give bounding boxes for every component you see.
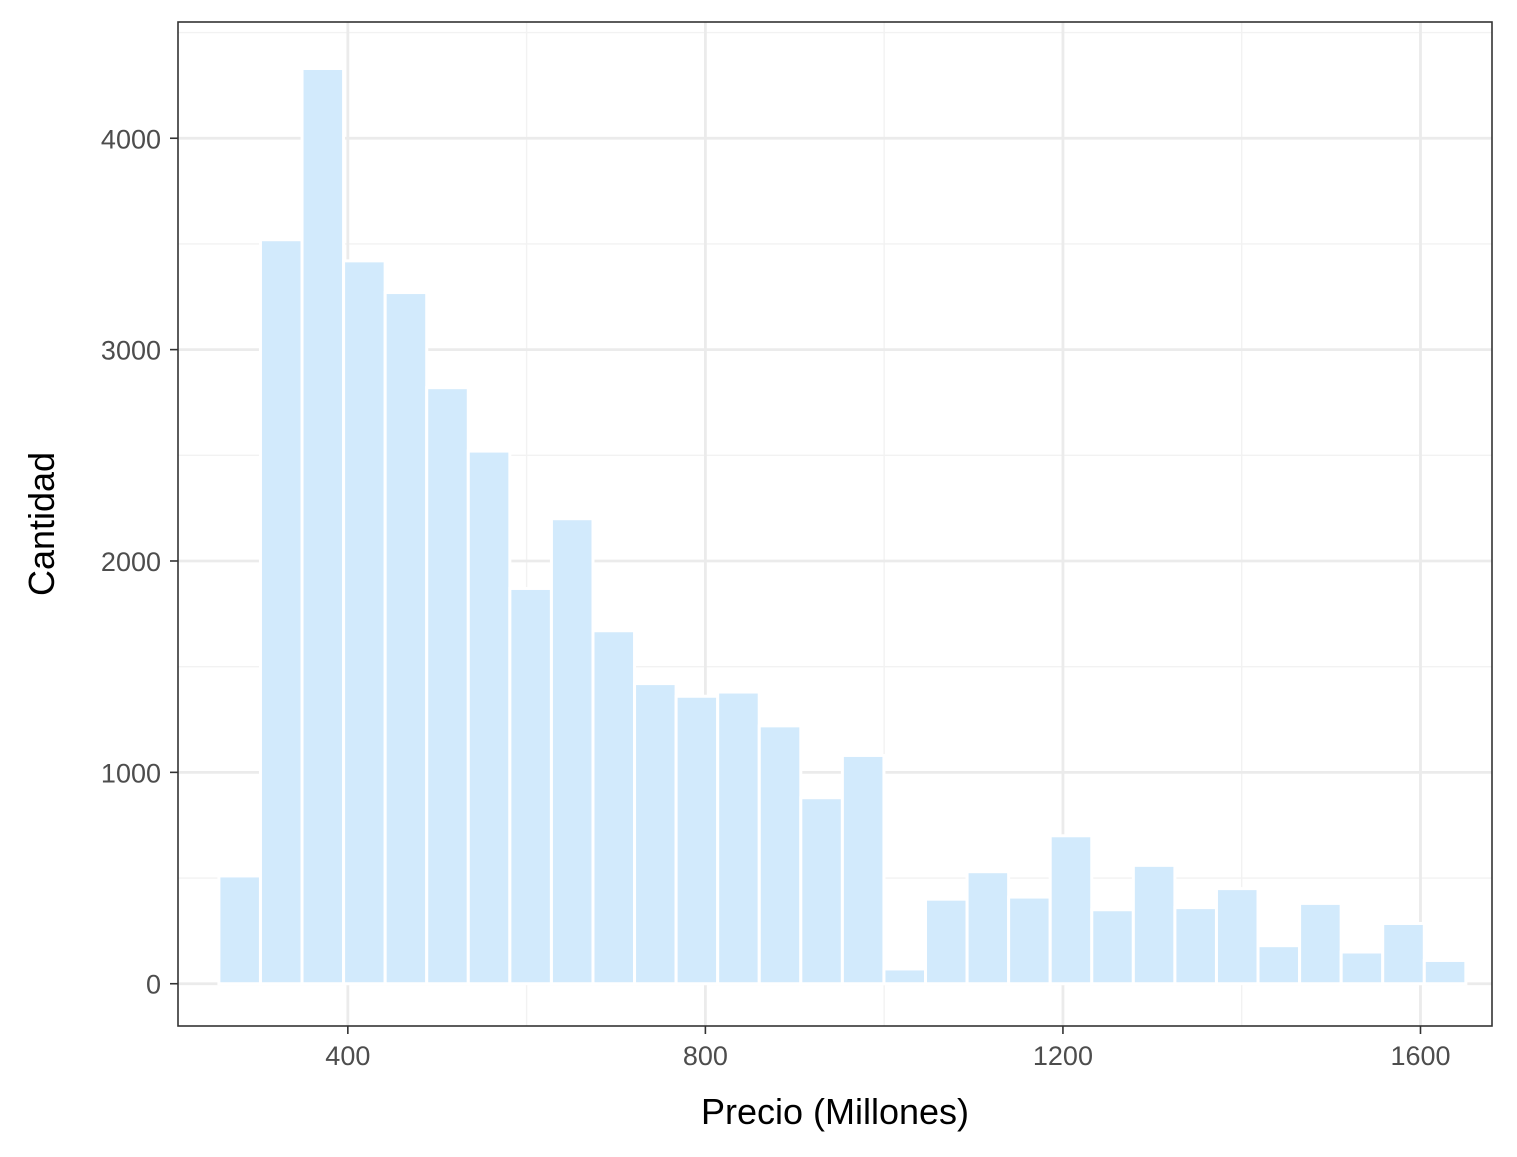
histogram-bar xyxy=(1298,901,1343,986)
y-tick-label: 4000 xyxy=(101,124,161,154)
panel-border xyxy=(177,21,1493,1027)
histogram-bar xyxy=(1422,958,1468,986)
y-tick-label: 3000 xyxy=(101,336,161,366)
histogram-bar xyxy=(1048,834,1094,986)
histogram-bar xyxy=(965,870,1011,986)
histogram-bar xyxy=(633,682,678,986)
x-tick-label: 400 xyxy=(325,1041,370,1071)
histogram-bar xyxy=(716,690,761,986)
histogram-bar xyxy=(383,291,429,986)
y-tick-label: 2000 xyxy=(101,547,161,577)
x-tick-label: 800 xyxy=(683,1041,728,1071)
x-tick-label: 1600 xyxy=(1390,1041,1450,1071)
histogram-bar xyxy=(1214,887,1260,986)
histogram-bar xyxy=(300,67,346,986)
y-tick-label: 0 xyxy=(146,970,161,1000)
histogram-bar xyxy=(591,629,637,986)
histogram-bar xyxy=(757,724,803,986)
x-tick-label: 1200 xyxy=(1033,1041,1093,1071)
histogram-bar xyxy=(508,586,553,986)
histogram-bar xyxy=(1256,944,1302,986)
x-axis-ticks: 400 800 1200 1600 xyxy=(325,1026,1451,1071)
histogram-bar xyxy=(1131,863,1177,986)
y-axis-ticks: 0 1000 2000 3000 4000 xyxy=(101,124,178,1000)
histogram-bar xyxy=(217,874,262,986)
histogram-bar xyxy=(882,967,928,986)
histogram-bar xyxy=(840,753,886,986)
x-axis-title: Precio (Millones) xyxy=(701,1091,969,1132)
histogram-bar xyxy=(1090,908,1135,986)
histogram-bar xyxy=(466,449,512,986)
histogram-bar xyxy=(1173,906,1218,986)
histogram-bar xyxy=(342,259,387,986)
histogram-bar xyxy=(924,897,969,986)
y-axis-title: Cantidad xyxy=(21,452,62,596)
histogram-bar xyxy=(1007,895,1052,986)
histogram-bar xyxy=(1339,950,1385,986)
histogram-bar xyxy=(258,238,304,986)
histogram-bar xyxy=(674,694,720,986)
histogram-bar xyxy=(549,517,595,986)
y-tick-label: 1000 xyxy=(101,758,161,788)
histogram-bar xyxy=(799,796,844,986)
histogram-bar xyxy=(1381,921,1426,986)
histogram-bars xyxy=(217,67,1468,986)
histogram-bar xyxy=(425,386,470,986)
